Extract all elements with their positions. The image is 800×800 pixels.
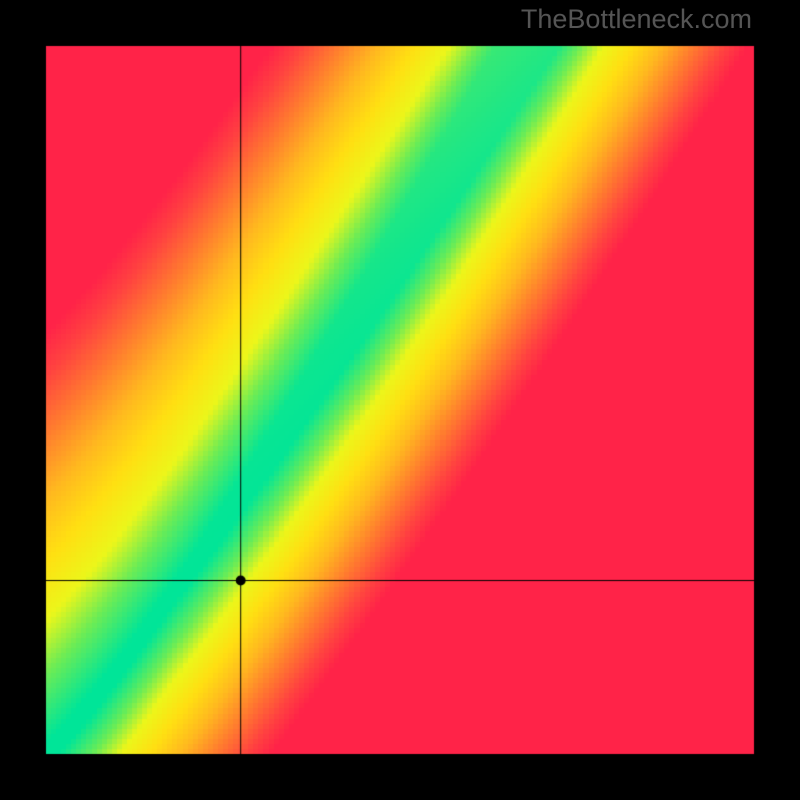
watermark-text: TheBottleneck.com [521, 4, 752, 35]
chart-frame: TheBottleneck.com [0, 0, 800, 800]
bottleneck-heatmap [0, 0, 800, 800]
